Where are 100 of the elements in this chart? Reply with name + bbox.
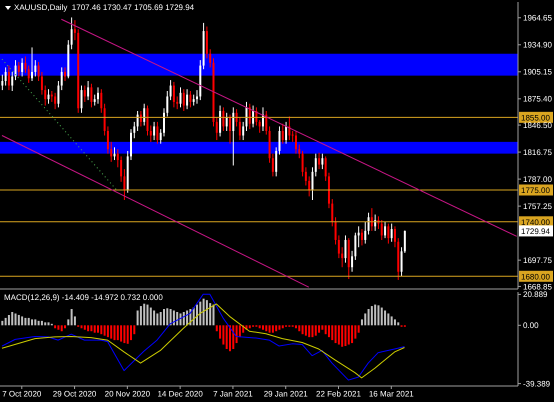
bar (338, 325, 340, 345)
candlestick (90, 83, 92, 108)
y-tick-label: 1668.85 (523, 282, 552, 292)
candlestick (21, 58, 24, 77)
candlestick (384, 221, 386, 239)
candlestick (11, 71, 14, 92)
annotation: 1729.94 (521, 226, 550, 236)
bar (324, 325, 327, 334)
bar (156, 313, 158, 326)
candlestick (4, 66, 7, 86)
ref-line-label: 1855.00 (521, 113, 550, 122)
candlestick (275, 146, 278, 177)
bar (196, 304, 198, 326)
chart-title: XAUUSD,Daily 1707.46 1730.47 1705.69 1729.94 (14, 3, 194, 13)
bar (143, 304, 146, 326)
y-tick-label: 1905.15 (523, 68, 552, 77)
bar (106, 325, 109, 338)
bar (38, 320, 40, 326)
bar (166, 308, 168, 326)
ref-line-label: 1740.00 (521, 218, 550, 227)
bar (304, 325, 307, 336)
candlestick (48, 88, 50, 104)
bar (176, 312, 178, 326)
bar (351, 325, 354, 344)
x-tick-label: 14 Dec 2020 (157, 390, 204, 399)
bar (226, 325, 228, 349)
candlestick (84, 85, 86, 102)
bar (272, 325, 274, 333)
x-tick-label: 7 Jan 2021 (213, 390, 254, 399)
candlestick (8, 65, 10, 91)
bar (202, 298, 205, 326)
bar (60, 325, 63, 332)
candlestick (189, 90, 192, 108)
candlestick (232, 106, 234, 166)
bar (374, 304, 376, 326)
bar (123, 325, 126, 344)
bar (212, 304, 214, 326)
x-tick-label: 16 Mar 2021 (368, 390, 414, 399)
bar (302, 325, 304, 334)
ref-line-label: 1680.00 (521, 272, 550, 282)
candlestick (228, 114, 231, 144)
bar (90, 325, 92, 332)
bar (80, 325, 83, 328)
y-tick-label: 1964.65 (523, 14, 552, 23)
candlestick (387, 223, 390, 244)
bar (70, 309, 73, 326)
bar (294, 325, 297, 328)
candlestick (130, 128, 132, 161)
bar (170, 309, 172, 326)
x-tick-label: 20 Nov 2020 (104, 390, 151, 399)
candlestick (150, 125, 152, 142)
bar (308, 325, 310, 338)
candlestick (360, 228, 363, 246)
x-tick-label: 7 Oct 2020 (2, 390, 42, 399)
bar (153, 310, 156, 326)
bar (179, 313, 182, 326)
candlestick (140, 110, 142, 127)
y-tick-label: 1787.00 (523, 174, 552, 184)
bar (397, 322, 400, 326)
candlestick (216, 116, 218, 141)
candlestick (160, 128, 162, 144)
bar (104, 325, 106, 336)
candlestick (400, 246, 403, 277)
bar (318, 325, 320, 333)
bar (97, 325, 100, 333)
bar (298, 325, 300, 332)
bar (258, 325, 261, 328)
candlestick (97, 86, 100, 104)
candlestick (172, 81, 175, 108)
bar (54, 325, 56, 328)
candlestick (282, 123, 284, 144)
candlestick (156, 121, 158, 144)
bar (275, 325, 278, 332)
candlestick (186, 88, 188, 110)
candlestick (285, 121, 288, 144)
y-tick-label: 1934.90 (523, 40, 552, 50)
bar (31, 319, 34, 326)
bar (18, 314, 20, 326)
bar (172, 310, 175, 326)
bar (24, 318, 26, 326)
candlestick (294, 130, 297, 154)
bar (4, 318, 7, 326)
candlestick (64, 66, 66, 82)
candlestick (219, 105, 222, 137)
candlestick (34, 60, 36, 77)
candlestick (242, 121, 244, 141)
bar (120, 325, 122, 342)
candlestick (196, 90, 198, 104)
bar (209, 303, 212, 326)
candlestick (272, 153, 274, 177)
x-tick-label: 22 Feb 2021 (316, 390, 362, 399)
ref-line-label: 1775.00 (521, 186, 550, 196)
candlestick (153, 121, 156, 141)
bar (100, 325, 102, 334)
candlestick (222, 106, 224, 132)
candlestick (314, 153, 317, 177)
y-tick-label: 1816.75 (523, 148, 552, 157)
bar (370, 306, 373, 326)
candlestick (226, 112, 228, 132)
candlestick (404, 230, 406, 254)
